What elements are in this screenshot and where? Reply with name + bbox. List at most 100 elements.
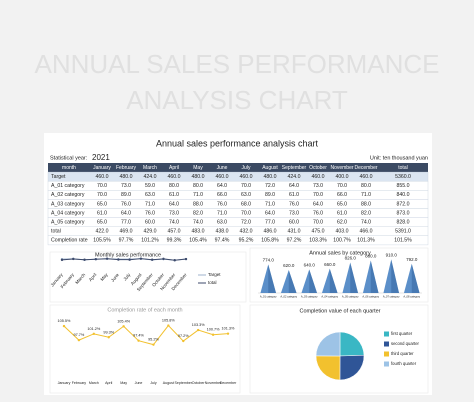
column-header: March bbox=[143, 165, 157, 171]
x-tick-label: November bbox=[205, 381, 222, 385]
point bbox=[226, 332, 230, 335]
table-cell: 101.5% bbox=[394, 238, 412, 244]
cone bbox=[321, 268, 338, 293]
data-label: 103.3% bbox=[192, 323, 206, 327]
table-cell: 74.0 bbox=[361, 220, 371, 226]
table-cell: 97.2% bbox=[287, 238, 302, 244]
table-cell: 71.0 bbox=[217, 210, 227, 216]
data-label: 95.2% bbox=[148, 338, 159, 342]
table-cell: 62.0 bbox=[337, 220, 347, 226]
legend-label: Target bbox=[208, 272, 221, 277]
table-cell: 71.0 bbox=[265, 201, 275, 207]
x-tick-label: July bbox=[150, 381, 157, 385]
table-cell: 460.0 bbox=[96, 174, 109, 180]
table-cell: 97.7% bbox=[119, 238, 134, 244]
x-tick-label: A_01 category bbox=[260, 295, 277, 299]
data-label: 97.2% bbox=[178, 334, 189, 338]
table-cell: 76.0 bbox=[289, 201, 299, 207]
point bbox=[211, 333, 215, 336]
table-cell: 483.0 bbox=[192, 229, 205, 235]
table-cell: 89.0 bbox=[265, 192, 275, 198]
year-label: Statistical year: bbox=[50, 155, 88, 161]
column-header: May bbox=[193, 165, 203, 171]
table-cell: 460.0 bbox=[168, 174, 181, 180]
cone-shade bbox=[268, 264, 277, 293]
table-cell: 855.0 bbox=[397, 183, 410, 189]
table-cell: 840.0 bbox=[397, 192, 410, 198]
table-cell: 71.0 bbox=[361, 192, 371, 198]
legend-label: third quarter bbox=[391, 351, 414, 356]
table-cell: 73.0 bbox=[121, 183, 131, 189]
table-cell: A_04 category bbox=[51, 210, 85, 216]
point bbox=[152, 343, 155, 346]
table-cell: 469.0 bbox=[120, 229, 133, 235]
table-cell: 105.5% bbox=[93, 238, 111, 244]
pie-slice bbox=[339, 354, 365, 381]
banner-title: ANNUAL SALES PERFORMANCE bbox=[34, 49, 439, 79]
data-label: 660.0 bbox=[324, 262, 336, 267]
x-tick-label: May bbox=[99, 272, 109, 282]
point bbox=[167, 324, 170, 327]
table-cell: 66.0 bbox=[217, 192, 227, 198]
x-tick-label: September bbox=[174, 381, 192, 385]
table-cell: 63.0 bbox=[145, 192, 155, 198]
data-label: 100.7% bbox=[207, 328, 221, 332]
x-tick-label: February bbox=[72, 381, 87, 385]
table-cell: 88.0 bbox=[193, 201, 203, 207]
legend-swatch bbox=[384, 351, 389, 357]
table-cell: 71.0 bbox=[145, 201, 155, 207]
table-cell: 872.0 bbox=[397, 201, 410, 207]
chart-title: Completion value of each quarter bbox=[299, 308, 380, 314]
x-tick-label: A_06 category bbox=[362, 295, 379, 299]
column-header: total bbox=[398, 165, 407, 171]
data-label: 774.0 bbox=[263, 258, 275, 263]
column-header: April bbox=[169, 165, 179, 171]
table-cell: 63.0 bbox=[217, 220, 227, 226]
table-cell: 88.0 bbox=[361, 201, 371, 207]
table-cell: 5391.0 bbox=[395, 229, 411, 235]
table-cell: 100.7% bbox=[333, 238, 351, 244]
year: 2021 bbox=[92, 153, 110, 162]
table-cell: 424.0 bbox=[144, 174, 157, 180]
table-cell: 403.0 bbox=[336, 229, 349, 235]
column-header: July bbox=[242, 165, 251, 171]
table-cell: 59.0 bbox=[145, 183, 155, 189]
table-cell: 64.0 bbox=[169, 201, 179, 207]
table-cell: 70.0 bbox=[241, 183, 251, 189]
sheet-title: Annual sales performance analysis chart bbox=[156, 138, 319, 148]
column-header: August bbox=[262, 165, 278, 171]
column-header: January bbox=[93, 165, 111, 171]
x-tick-label: May bbox=[120, 381, 127, 385]
table-cell: 105.4% bbox=[189, 238, 207, 244]
point bbox=[182, 339, 185, 343]
x-tick-label: A_02 category bbox=[280, 295, 297, 299]
panel bbox=[49, 304, 241, 394]
chart-title: Monthly sales performance bbox=[95, 252, 161, 258]
table-row bbox=[47, 235, 429, 246]
table-cell: 70.0 bbox=[241, 210, 251, 216]
x-tick-label: A_07 category bbox=[383, 295, 400, 299]
data-label: 101.2% bbox=[87, 327, 101, 331]
point bbox=[184, 257, 188, 261]
table-cell: 64.0 bbox=[217, 183, 227, 189]
data-label: 105.4% bbox=[117, 319, 131, 323]
cone bbox=[260, 264, 277, 293]
cone bbox=[280, 270, 297, 293]
table-cell: 101.2% bbox=[141, 238, 159, 244]
table-cell: 5360.0 bbox=[395, 174, 411, 180]
table-cell: 70.0 bbox=[313, 220, 323, 226]
table-cell: 400.0 bbox=[336, 174, 349, 180]
data-label: 97.7% bbox=[74, 333, 85, 337]
table-cell: 63.0 bbox=[241, 192, 251, 198]
point bbox=[107, 336, 110, 339]
cone bbox=[342, 262, 359, 293]
point bbox=[137, 339, 140, 342]
table-cell: 431.0 bbox=[288, 229, 301, 235]
data-label: 97.4% bbox=[133, 334, 144, 338]
cone bbox=[403, 263, 420, 293]
legend-label: first quarter bbox=[391, 331, 413, 336]
legend-label: fourth quarter bbox=[391, 361, 417, 366]
pie-slice bbox=[315, 355, 341, 381]
data-label: 792.0 bbox=[406, 257, 418, 262]
table-cell: 480.0 bbox=[120, 174, 133, 180]
